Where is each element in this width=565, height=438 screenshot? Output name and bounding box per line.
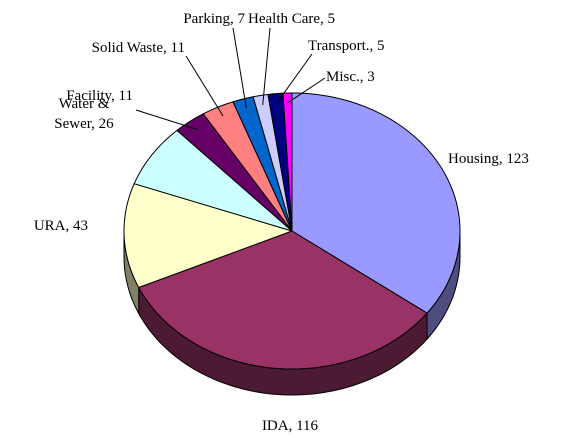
data-label: Transport., 5 (308, 38, 385, 54)
data-label-line: IDA, 116 (262, 418, 319, 434)
data-label-line: URA, 43 (34, 218, 88, 234)
leader-line (135, 109, 197, 130)
data-label: IDA, 116 (262, 418, 319, 434)
leader-line (287, 77, 326, 104)
data-label-line: Housing, 123 (448, 151, 529, 167)
pie-slice (232, 96, 293, 232)
leader-line (276, 53, 313, 104)
data-label: URA, 43 (34, 218, 88, 234)
data-label-line: Transport., 5 (308, 38, 385, 54)
data-label-line: Misc., 3 (326, 69, 375, 85)
data-label-line: Solid Waste, 11 (92, 40, 185, 56)
data-label-line: Parking, 7 (183, 11, 245, 27)
leader-line (232, 27, 247, 109)
pie-slice (176, 113, 293, 232)
data-label-line: Facility, 11 (66, 88, 133, 104)
pie-slice (138, 230, 428, 370)
data-label: Housing, 123 (448, 151, 529, 167)
data-label: Facility, 11 (66, 88, 133, 104)
data-label: Misc., 3 (326, 69, 375, 85)
data-label-line: Health Care, 5 (248, 11, 335, 27)
pie-slice (282, 92, 293, 232)
pie-slice (123, 183, 294, 289)
leader-line (185, 55, 224, 117)
data-label: Parking, 7 (183, 11, 245, 27)
leader-line (262, 27, 271, 105)
pie-slice (291, 92, 461, 314)
data-label-line: Water & (59, 96, 110, 112)
data-label: Health Care, 5 (248, 11, 335, 27)
data-label: Solid Waste, 11 (92, 40, 185, 56)
data-label-line: Sewer, 26 (54, 116, 114, 132)
pie-slice (133, 129, 293, 232)
data-label: Water & Sewer, 26 (54, 96, 114, 132)
